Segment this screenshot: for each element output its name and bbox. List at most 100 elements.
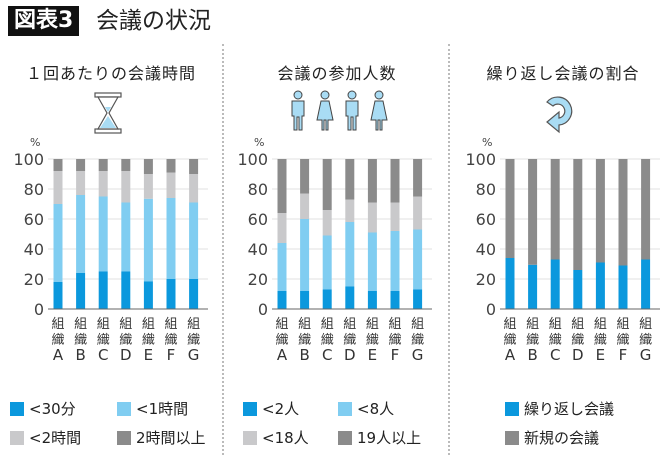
legend-swatch — [117, 430, 131, 445]
x-tick-label: 組 — [526, 317, 539, 332]
bar-segment — [98, 159, 108, 171]
x-tick-label: 組 — [639, 317, 652, 332]
y-tick-label: 100 — [465, 150, 496, 169]
y-tick-label: 40 — [476, 240, 496, 259]
bar-segment — [98, 271, 108, 309]
bar-segment — [641, 159, 651, 260]
x-tick-label: 組 — [74, 317, 87, 332]
bar-segment — [367, 159, 377, 203]
x-tick-label: F — [619, 346, 628, 364]
panel-divider — [448, 44, 450, 455]
x-tick-label: 織 — [616, 333, 629, 348]
bar-segment — [345, 199, 355, 222]
legend-label: 繰り返し会議 — [524, 400, 615, 418]
x-tick-label: 織 — [503, 333, 516, 348]
bar-segment — [76, 195, 86, 273]
x-tick-label: D — [344, 346, 356, 364]
bar-segment — [550, 259, 560, 309]
bar-segment — [367, 291, 377, 309]
x-tick-label: 織 — [51, 333, 64, 348]
legend-item: <1時間 — [117, 398, 188, 419]
x-tick-label: G — [640, 346, 652, 364]
x-tick-label: A — [53, 346, 64, 364]
x-tick-label: 組 — [549, 317, 562, 332]
y-axis-unit: % — [30, 136, 40, 149]
bar-segment — [345, 159, 355, 200]
y-tick-label: 40 — [248, 240, 268, 259]
bar-segment — [277, 213, 287, 243]
x-tick-label: 組 — [142, 317, 155, 332]
bar-segment — [277, 159, 287, 213]
bar-segment — [345, 286, 355, 309]
x-tick-label: C — [550, 346, 560, 364]
bar-segment — [121, 171, 131, 203]
x-tick-label: B — [527, 346, 537, 364]
legend-item: <8人 — [338, 398, 394, 419]
bar-segment — [573, 159, 583, 270]
hourglass-icon — [94, 92, 122, 134]
bar-segment — [413, 159, 423, 197]
y-tick-label: 20 — [24, 270, 44, 289]
bar-segment — [390, 159, 400, 203]
bar-segment — [143, 281, 153, 309]
bar-segment — [390, 291, 400, 309]
legend-swatch — [10, 401, 24, 416]
bar-segment — [189, 202, 199, 279]
y-tick-label: 20 — [476, 270, 496, 289]
legend-label: <8人 — [357, 400, 395, 418]
x-tick-label: 組 — [616, 317, 629, 332]
bar-segment — [76, 273, 86, 309]
y-tick-label: 0 — [486, 300, 496, 319]
bar-segment — [390, 231, 400, 291]
legend-label: 新規の会議 — [524, 429, 600, 447]
x-tick-label: 組 — [366, 317, 379, 332]
y-axis-unit: % — [482, 136, 492, 149]
legend-swatch — [243, 430, 257, 445]
x-tick-label: E — [596, 346, 605, 364]
y-tick-label: 20 — [248, 270, 268, 289]
page-title: 会議の状況 — [96, 8, 211, 34]
legend-label: <1時間 — [136, 400, 189, 418]
legend-swatch — [10, 430, 24, 445]
x-tick-label: B — [299, 346, 309, 364]
bar-segment — [322, 210, 332, 236]
y-tick-label: 0 — [258, 300, 268, 319]
bar-segment — [189, 159, 199, 174]
legend-label: <2時間 — [29, 429, 82, 447]
y-tick-label: 60 — [476, 210, 496, 229]
figure-number-badge: 図表3 — [8, 6, 80, 36]
x-tick-label: 組 — [411, 317, 424, 332]
y-tick-label: 80 — [248, 180, 268, 199]
x-tick-label: 組 — [298, 317, 311, 332]
x-tick-label: 織 — [298, 333, 311, 348]
x-tick-label: 組 — [503, 317, 516, 332]
x-tick-label: 織 — [388, 333, 401, 348]
x-tick-label: 組 — [594, 317, 607, 332]
bar-segment — [573, 270, 583, 309]
bar-segment — [166, 198, 176, 279]
x-tick-label: 織 — [275, 333, 288, 348]
bar-segment — [413, 229, 423, 290]
people-icon — [291, 90, 388, 131]
bar-segment — [528, 264, 538, 309]
x-tick-label: 組 — [388, 317, 401, 332]
x-tick-label: 織 — [594, 333, 607, 348]
bar-segment — [345, 222, 355, 287]
y-tick-label: 60 — [24, 210, 44, 229]
bar-segment — [143, 174, 153, 199]
x-tick-label: 織 — [526, 333, 539, 348]
bar-segment — [595, 262, 605, 309]
y-tick-label: 80 — [24, 180, 44, 199]
legend-item: <2時間 — [10, 427, 81, 448]
x-tick-label: G — [412, 346, 424, 364]
x-tick-label: E — [368, 346, 377, 364]
x-tick-label: B — [75, 346, 85, 364]
panel-divider — [222, 44, 224, 455]
x-tick-label: 組 — [164, 317, 177, 332]
legend-swatch — [117, 401, 131, 416]
bar-segment — [618, 265, 628, 309]
bar-segment — [300, 219, 310, 291]
bar-segment — [277, 243, 287, 291]
